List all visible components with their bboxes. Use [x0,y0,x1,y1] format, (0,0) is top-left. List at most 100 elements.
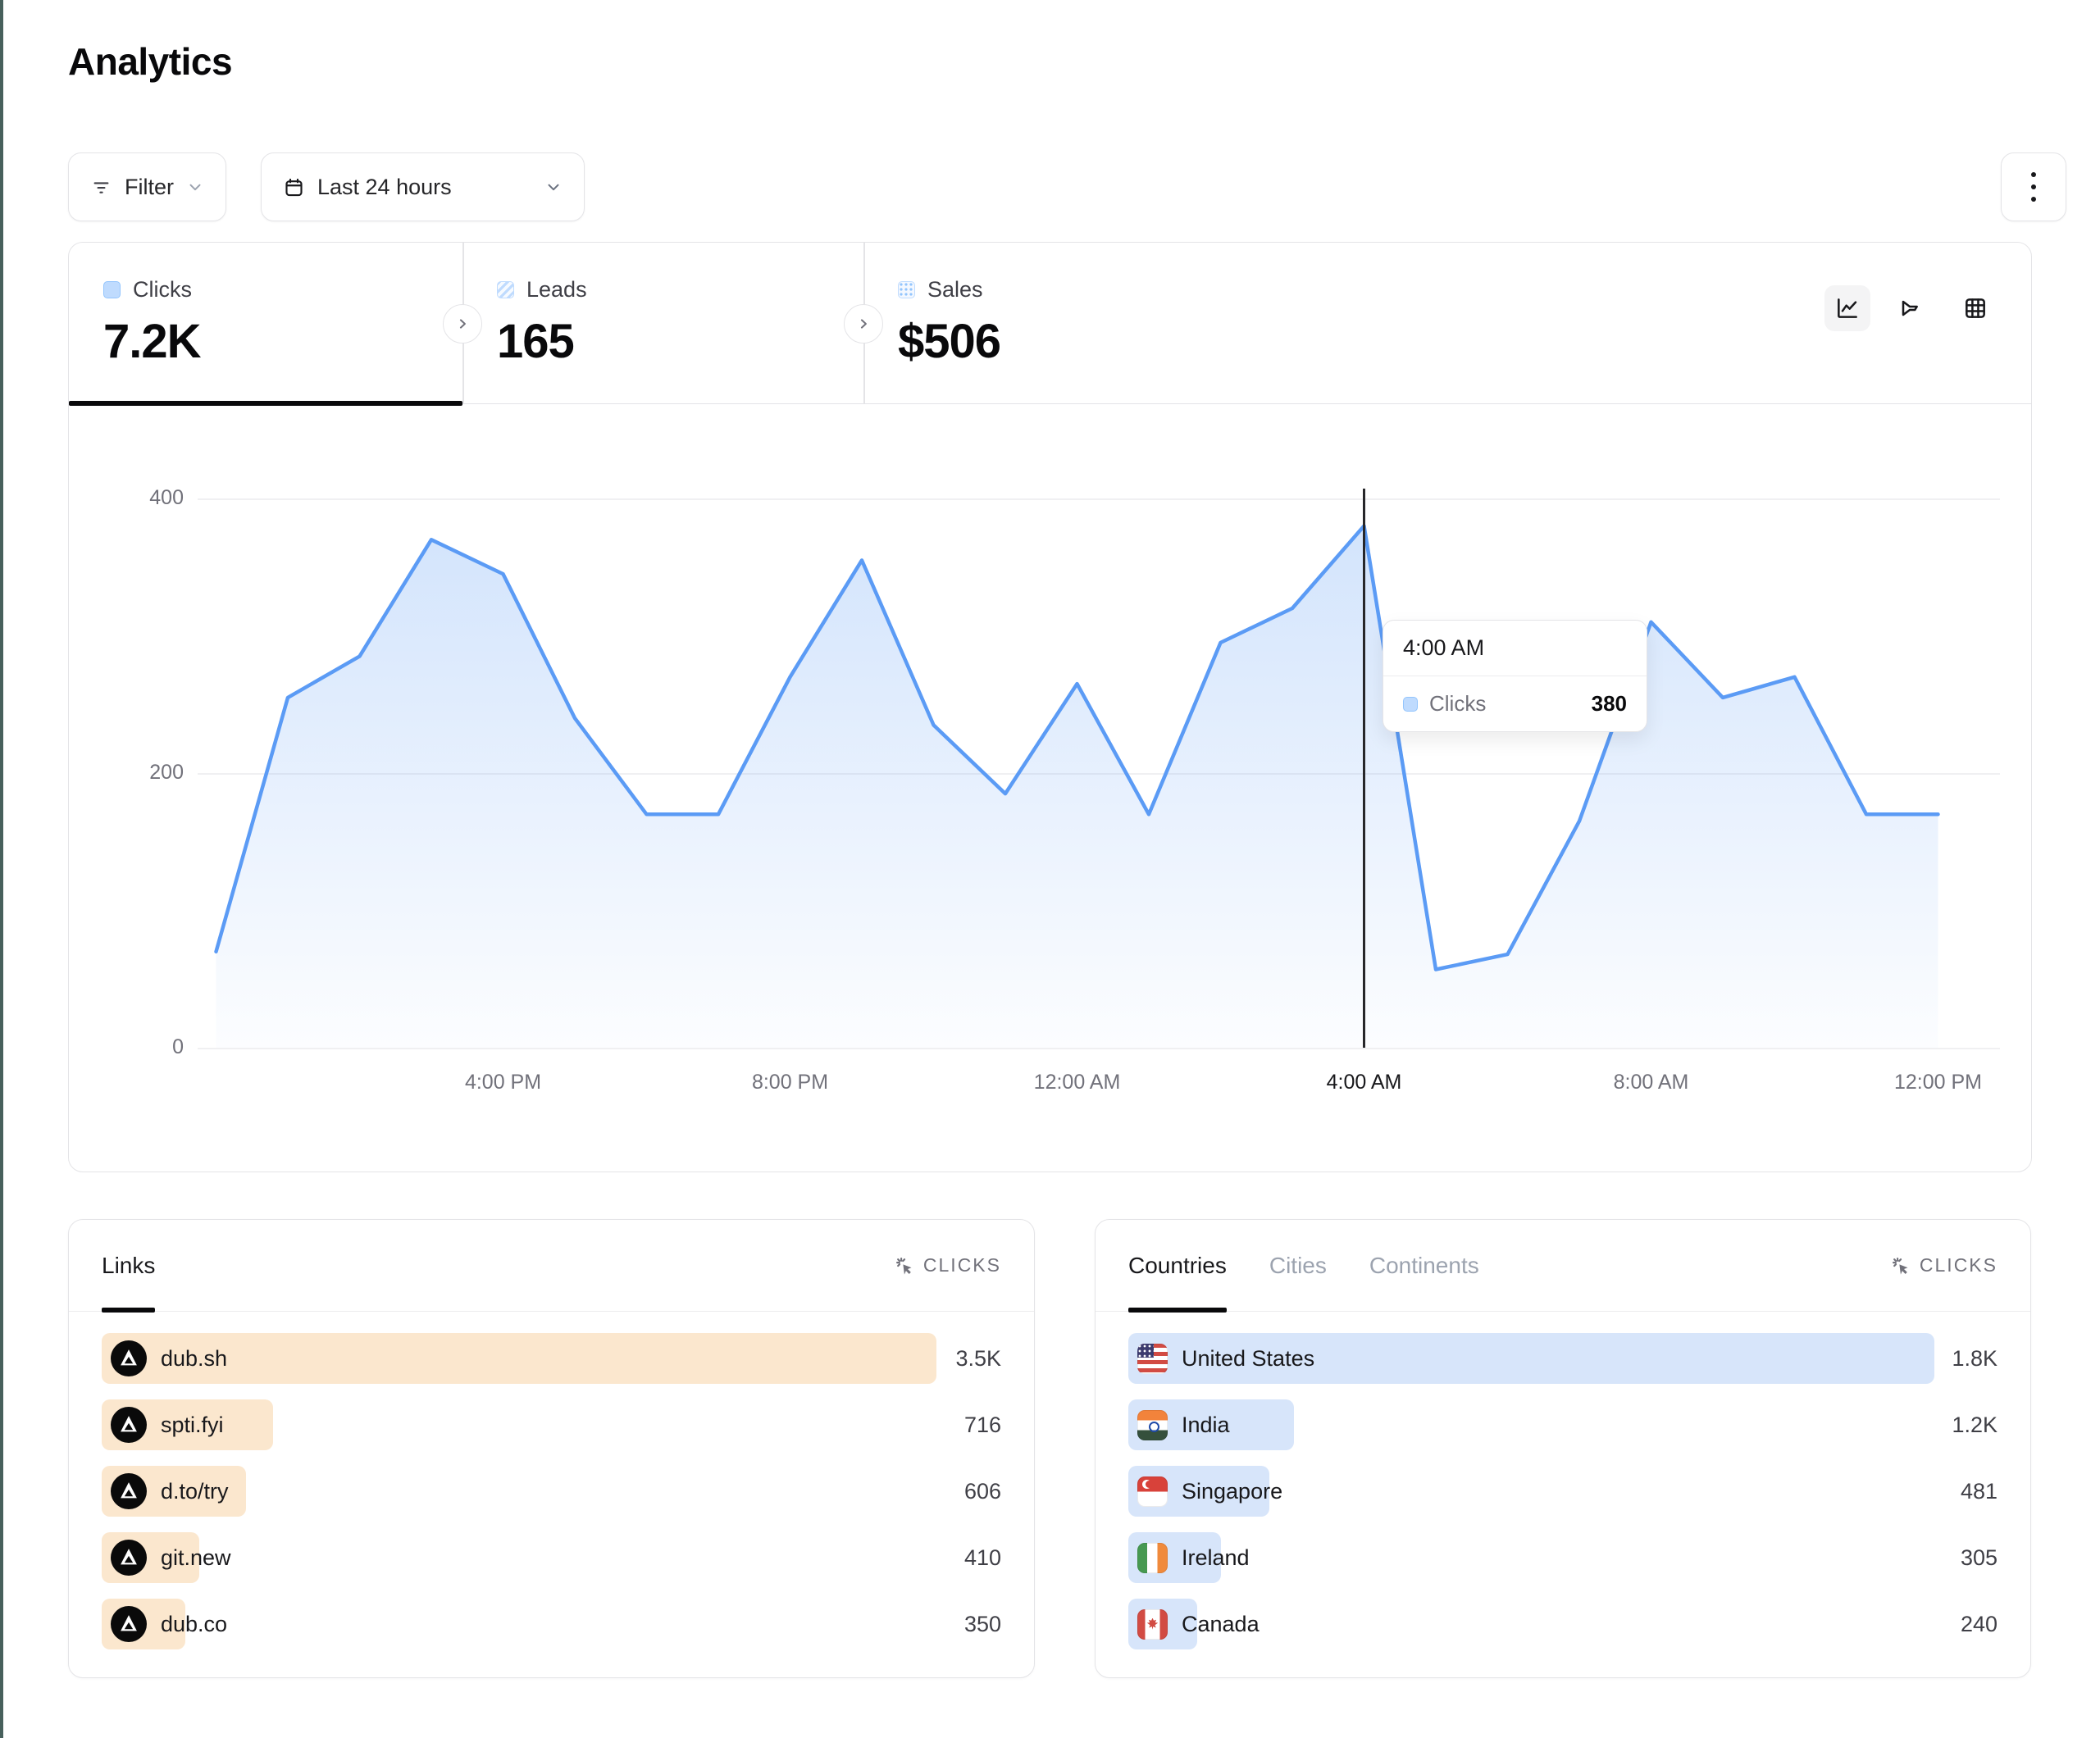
links-metric-header[interactable]: CLICKS [893,1254,1001,1276]
x-axis-tick-label: 12:00 AM [1033,1071,1121,1094]
link-row[interactable]: dub.sh 3.5K [102,1333,1001,1384]
chart-crosshair [1363,489,1365,1048]
country-row[interactable]: Canada 240 [1128,1599,1998,1649]
metric-header-label: CLICKS [1919,1254,1998,1276]
more-options-button[interactable] [2001,152,2066,221]
row-label: Ireland [1182,1545,1250,1570]
expand-leads-sales-button[interactable] [844,304,883,344]
link-row[interactable]: git.new 410 [102,1532,1001,1583]
metric-header-label: CLICKS [922,1254,1001,1276]
stat-label: Sales [927,277,983,302]
tab-countries[interactable]: Countries [1128,1220,1227,1313]
flag-sg-icon [1137,1476,1168,1507]
row-value: 3.5K [955,1345,1001,1371]
active-stat-underline [69,401,462,406]
link-favicon-dub-logo-icon [111,1407,147,1443]
filter-button-label: Filter [125,174,174,199]
leads-legend-swatch [497,281,514,298]
tab-links[interactable]: Links [102,1220,156,1313]
tooltip-series-swatch [1403,696,1418,712]
x-axis-tick-label: 4:00 PM [464,1071,542,1094]
row-label: dub.co [161,1611,228,1636]
filter-button[interactable]: Filter [68,152,226,221]
row-label: git.new [161,1545,231,1570]
row-value: 305 [1960,1545,1998,1570]
country-row[interactable]: United States 1.8K [1128,1333,1998,1384]
country-row[interactable]: India 1.2K [1128,1399,1998,1450]
flag-ca-icon [1137,1608,1168,1640]
row-value: 410 [963,1545,1001,1570]
flag-in-icon [1137,1409,1168,1440]
row-label: Canada [1182,1611,1260,1636]
chart-view-toggles [1824,285,1998,331]
row-label: d.to/try [161,1478,229,1504]
row-value: 716 [963,1412,1001,1437]
calendar-icon [283,176,305,198]
stat-label: Clicks [133,277,192,302]
x-axis-tick-label: 8:00 PM [751,1071,829,1094]
clicks-legend-swatch [103,281,121,298]
row-value: 1.2K [1952,1412,1998,1437]
chart-tooltip: 4:00 AM Clicks 380 [1383,620,1647,732]
link-favicon-dub-logo-icon [111,1473,147,1509]
countries-metric-header[interactable]: CLICKS [1889,1254,1998,1276]
line-chart-view-button[interactable] [1824,285,1870,331]
date-range-button[interactable]: Last 24 hours [261,152,585,221]
country-row[interactable]: Ireland 305 [1128,1532,1998,1583]
row-label: Singapore [1182,1478,1283,1504]
countries-panel: Countries Cities Continents CLICKS Unite… [1095,1219,2031,1678]
gridline [198,1048,2000,1049]
row-label: United States [1182,1345,1315,1371]
link-favicon-dub-logo-icon [111,1340,147,1376]
flag-ie-icon [1137,1542,1168,1573]
row-label: spti.fyi [161,1412,224,1437]
row-value: 240 [1960,1611,1998,1636]
link-row[interactable]: dub.co 350 [102,1599,1001,1649]
left-accent-strip [0,0,3,1738]
x-axis-tick-label: 8:00 AM [1613,1071,1689,1094]
row-value: 1.8K [1952,1345,1998,1371]
cursor-click-icon [895,1257,912,1275]
link-row[interactable]: d.to/try 606 [102,1466,1001,1517]
funnel-icon [1902,300,1918,316]
stat-tab-leads[interactable]: Leads 165 [462,243,863,404]
line-chart-icon [1838,298,1857,318]
gridline [198,498,2000,500]
stat-label: Leads [526,277,587,302]
row-label: dub.sh [161,1345,228,1371]
filter-icon [90,176,112,198]
tooltip-series-label: Clicks [1429,691,1487,716]
tooltip-value: 380 [1591,691,1627,716]
stat-value: 7.2K [103,315,202,368]
chart-canvas [214,524,1940,1048]
flag-us-icon [1137,1343,1168,1374]
table-view-button[interactable] [1952,285,1998,331]
funnel-view-button[interactable] [1888,285,1934,331]
y-axis-tick-label: 200 [149,761,184,784]
link-row[interactable]: spti.fyi 716 [102,1399,1001,1450]
expand-clicks-leads-button[interactable] [443,304,482,344]
tooltip-time: 4:00 AM [1383,621,1647,676]
chevron-down-icon [186,178,204,196]
y-axis-tick-label: 400 [149,486,184,509]
chevron-down-icon [544,178,563,196]
kebab-menu-icon [2031,172,2036,202]
stat-tab-sales[interactable]: Sales $506 [863,243,1257,404]
row-label: India [1182,1412,1230,1437]
tab-continents[interactable]: Continents [1369,1252,1479,1278]
x-axis-tick-label: 4:00 AM [1326,1071,1402,1094]
link-favicon-dub-logo-icon [111,1606,147,1642]
link-favicon-dub-logo-icon [111,1540,147,1576]
row-value: 606 [963,1478,1001,1504]
value-bar [102,1333,936,1384]
stat-value: 165 [497,315,575,368]
sales-legend-swatch [898,281,915,298]
stats-header: Clicks 7.2K Leads 165 Sales $506 [69,243,2031,406]
x-axis-tick-label: 12:00 PM [1893,1071,1982,1094]
row-value: 350 [963,1611,1001,1636]
stat-tab-clicks[interactable]: Clicks 7.2K [69,243,462,406]
links-panel: Links CLICKS dub.sh 3.5K spti.fyi 716 d.to/t… [68,1219,1035,1678]
country-row[interactable]: Singapore 481 [1128,1466,1998,1517]
tab-cities[interactable]: Cities [1269,1252,1327,1278]
stat-value: $506 [898,315,1001,368]
